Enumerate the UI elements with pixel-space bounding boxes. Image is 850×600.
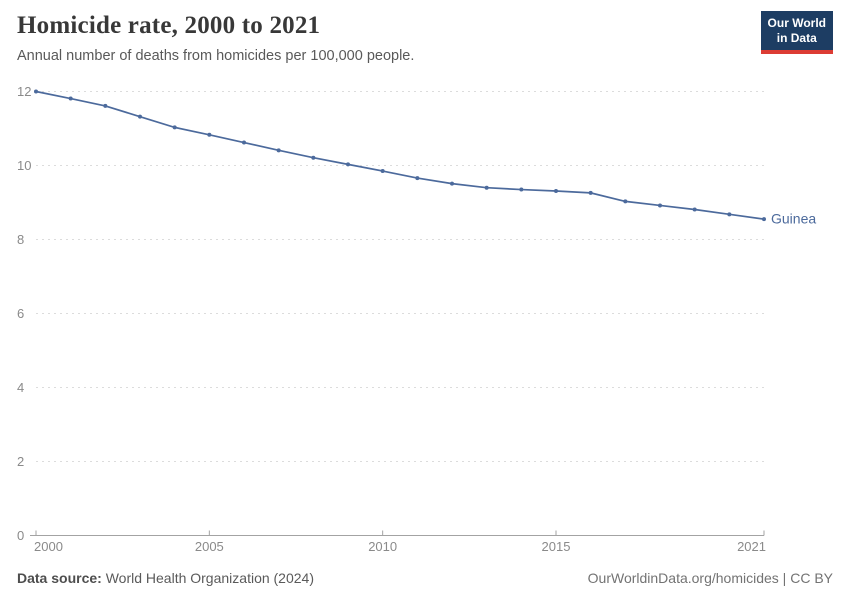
data-point[interactable] xyxy=(762,217,766,222)
x-tick-label: 2010 xyxy=(368,539,397,554)
owid-logo[interactable]: Our World in Data xyxy=(760,11,833,54)
series-line[interactable] xyxy=(35,90,765,220)
data-point[interactable] xyxy=(415,176,420,181)
data-point[interactable] xyxy=(484,185,489,190)
page-title: Homicide rate, 2000 to 2021 xyxy=(17,12,321,39)
data-point[interactable] xyxy=(519,187,524,192)
data-point[interactable] xyxy=(727,212,732,217)
owid-logo-line1: Our World xyxy=(767,16,826,30)
x-tick-label: 2005 xyxy=(195,539,224,554)
y-tick-label: 6 xyxy=(17,306,24,321)
data-point[interactable] xyxy=(380,169,385,174)
data-source-text: World Health Organization (2024) xyxy=(101,570,314,586)
y-tick-label: 2 xyxy=(17,454,24,469)
x-tick-label: 2015 xyxy=(542,539,571,554)
data-point[interactable] xyxy=(450,181,454,186)
data-point[interactable] xyxy=(172,125,177,130)
data-point[interactable] xyxy=(276,148,281,153)
data-point[interactable] xyxy=(207,132,212,137)
data-point[interactable] xyxy=(68,96,73,101)
data-source: Data source: World Health Organization (… xyxy=(17,570,314,586)
x-tick-label: 2000 xyxy=(34,539,63,554)
data-point[interactable] xyxy=(658,203,662,208)
data-point[interactable] xyxy=(623,199,628,204)
series-label[interactable]: Guinea xyxy=(771,211,816,227)
y-tick-label: 8 xyxy=(17,232,24,247)
y-tick-label: 10 xyxy=(17,158,31,173)
data-point[interactable] xyxy=(692,207,697,212)
data-point[interactable] xyxy=(103,103,108,108)
data-point[interactable] xyxy=(588,190,593,195)
y-tick-label: 0 xyxy=(17,528,24,543)
chart-subtitle: Annual number of deaths from homicides p… xyxy=(17,48,415,64)
line-chart: 0 2 4 6 8 10 12 2000 2005 2010 2015 2021 Guinea xyxy=(17,84,816,554)
chart-footer: Data source: World Health Organization (… xyxy=(17,570,833,586)
data-point[interactable] xyxy=(311,155,316,160)
data-source-label: Data source: xyxy=(17,570,102,586)
owid-logo-line2: in Data xyxy=(776,31,817,45)
y-tick-label: 4 xyxy=(17,380,24,395)
license-note: OurWorldinData.org/homicides | CC BY xyxy=(587,570,833,586)
data-point[interactable] xyxy=(346,162,350,167)
data-point[interactable] xyxy=(242,140,246,145)
data-point[interactable] xyxy=(554,189,558,194)
y-tick-label: 12 xyxy=(17,84,31,99)
data-point[interactable] xyxy=(138,114,142,119)
data-point[interactable] xyxy=(34,89,38,94)
x-tick-label: 2021 xyxy=(737,539,766,554)
